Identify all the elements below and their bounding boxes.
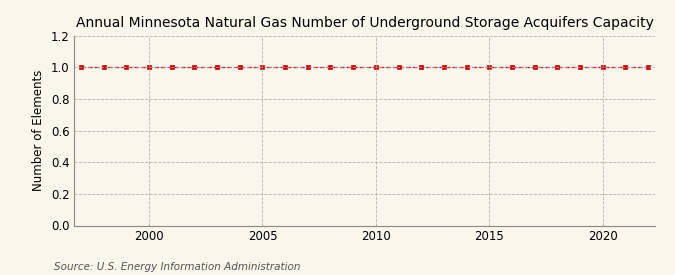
- Title: Annual Minnesota Natural Gas Number of Underground Storage Acquifers Capacity: Annual Minnesota Natural Gas Number of U…: [76, 16, 653, 31]
- Text: Source: U.S. Energy Information Administration: Source: U.S. Energy Information Administ…: [54, 262, 300, 272]
- Y-axis label: Number of Elements: Number of Elements: [32, 70, 45, 191]
